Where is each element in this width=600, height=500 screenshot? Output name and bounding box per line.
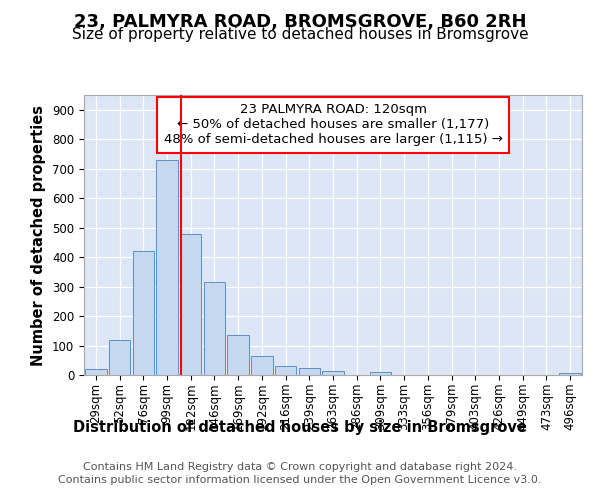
Bar (85, 369, 107, 375)
Bar (204, 282, 225, 375)
Text: Contains public sector information licensed under the Open Government Licence v3: Contains public sector information licen… (58, 475, 542, 485)
Bar (180, 234, 202, 375)
Text: 23 PALMYRA ROAD: 120sqm
← 50% of detached houses are smaller (1,177)
48% of semi: 23 PALMYRA ROAD: 120sqm ← 50% of detache… (164, 104, 502, 146)
Y-axis label: Number of detached properties: Number of detached properties (31, 104, 46, 366)
Bar (299, 368, 320, 375)
Bar (370, 372, 391, 375)
Text: 23, PALMYRA ROAD, BROMSGROVE, B60 2RH: 23, PALMYRA ROAD, BROMSGROVE, B60 2RH (74, 12, 526, 30)
Bar (322, 370, 344, 375)
Text: Contains HM Land Registry data © Crown copyright and database right 2024.: Contains HM Land Registry data © Crown c… (83, 462, 517, 472)
Bar (109, 340, 130, 375)
Bar (559, 372, 581, 375)
Bar (133, 251, 154, 375)
Bar (227, 335, 249, 375)
Bar (251, 356, 272, 375)
Text: Distribution of detached houses by size in Bromsgrove: Distribution of detached houses by size … (73, 420, 527, 435)
Text: Size of property relative to detached houses in Bromsgrove: Size of property relative to detached ho… (71, 28, 529, 42)
Bar (275, 366, 296, 375)
Bar (157, 160, 178, 375)
